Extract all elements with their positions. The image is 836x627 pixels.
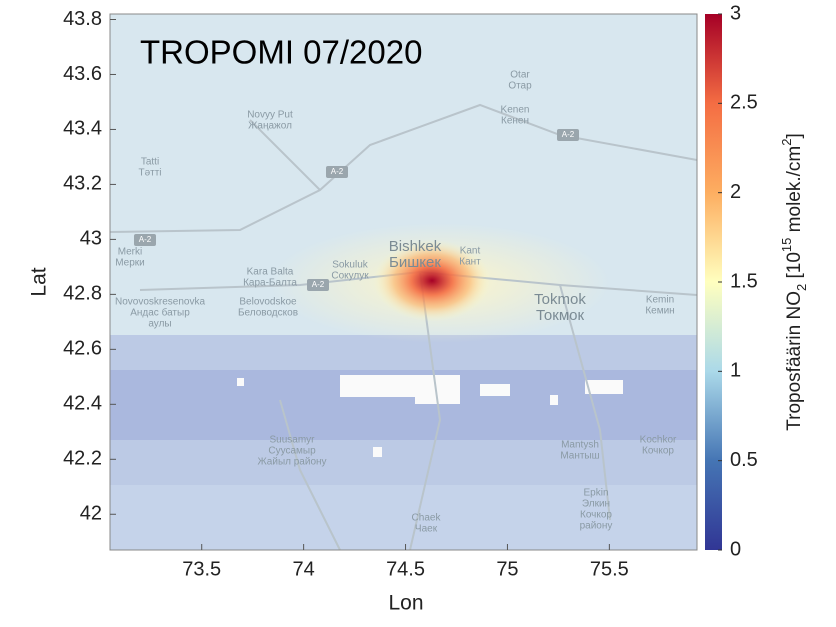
place-label: Novovoskresenovka [115,297,205,308]
y-axis-label: Lat [28,267,51,296]
y-tick-label: 43 [80,228,102,250]
place-label: Токмок [536,307,585,324]
x-tick-label: 75.5 [590,558,629,580]
place-label: Chaek [412,513,442,524]
chart-title: TROPOMI 07/2020 [140,34,422,71]
place-label: Сокулук [331,271,369,282]
colorbar-label-part: ] [784,133,805,138]
place-label: Бишкек [389,254,441,271]
colorbar-tick-label: 1.5 [730,270,758,292]
road-label: A-2 [139,235,152,244]
road-label: A-2 [562,130,575,139]
place-label: Kara Balta [247,267,294,278]
place-label: Элкин [582,499,610,510]
place-label: Kant [460,246,481,257]
colorbar-label: Troposfäärin NO2 [1015 molek./cm2] [779,133,809,431]
place-label: Суусамыр [268,446,316,457]
place-label: Belovodskoe [239,297,297,308]
y-tick-label: 43.6 [63,63,102,85]
place-label: Epkin [583,488,608,499]
place-label: Bishkek [389,238,442,255]
place-label: Тәтті [138,168,161,179]
place-label: Mantysh [561,440,599,451]
place-label: Мантыш [560,451,599,462]
place-label: Tatti [141,157,159,168]
y-tick-label: 42.2 [63,448,102,470]
place-label: Otar [510,70,530,81]
place-label: Novyy Put [247,110,293,121]
y-tick-label: 42.6 [63,338,102,360]
colorbar-tick-label: 2.5 [730,92,758,114]
place-label: Кара-Балта [243,278,297,289]
x-axis-label: Lon [388,592,423,615]
place-label: Кенен [501,116,529,127]
place-label: Kemin [646,295,674,306]
chart: TROPOMI 07/2020 Lon Lat Troposfäärin NO2… [0,0,836,622]
y-tick-label: 43.2 [63,173,102,195]
colorbar-label-part: 2 [779,139,794,146]
colorbar-label-part: 2 [794,284,809,291]
colorbar-tick-label: 0.5 [730,449,758,471]
colorbar-label-part: 15 [779,238,794,252]
place-label: Мерки [115,258,145,269]
place-label: Merki [118,247,142,258]
place-label: аулы [148,319,171,330]
place-label: Жайыл району [257,457,326,468]
y-tick-label: 42 [80,503,102,525]
x-tick-label: 75 [496,558,518,580]
place-label: Tokmok [534,291,586,308]
x-tick-label: 74 [293,558,315,580]
place-label: Кемин [645,306,674,317]
road-label: A-2 [312,280,325,289]
place-label: Kochkor [640,435,677,446]
place-label: Отар [508,81,532,92]
place-label: Sokuluk [332,260,369,271]
place-label: Кант [459,257,481,268]
x-tick-label: 74.5 [386,558,425,580]
place-label: Кочкор [642,446,674,457]
y-tick-label: 43.4 [63,118,102,140]
colorbar-tick-label: 3 [730,2,741,24]
place-label: Suusamyr [269,435,315,446]
colorbar-label-part: Troposfäärin NO [784,291,805,431]
colorbar-tick-label: 0 [730,538,741,560]
place-label: Беловодсков [238,308,298,319]
place-label: Жаңажол [248,121,292,132]
colorbar-tick-label: 2 [730,181,741,203]
place-label: району [580,521,613,532]
road-label: A-2 [331,167,344,176]
colorbar-tick-label: 1 [730,360,741,382]
place-label: Андас батыр [130,307,190,319]
colorbar-label-part: molek./cm [784,146,805,238]
x-tick-label: 73.5 [182,558,221,580]
y-tick-label: 43.8 [63,8,102,30]
place-label: Чаек [415,524,438,535]
place-label: Kenen [501,105,530,116]
colorbar-label-part: [10 [784,252,805,284]
place-label: Кочкор [580,510,612,521]
y-tick-label: 42.8 [63,283,102,305]
y-tick-label: 42.4 [63,393,102,415]
